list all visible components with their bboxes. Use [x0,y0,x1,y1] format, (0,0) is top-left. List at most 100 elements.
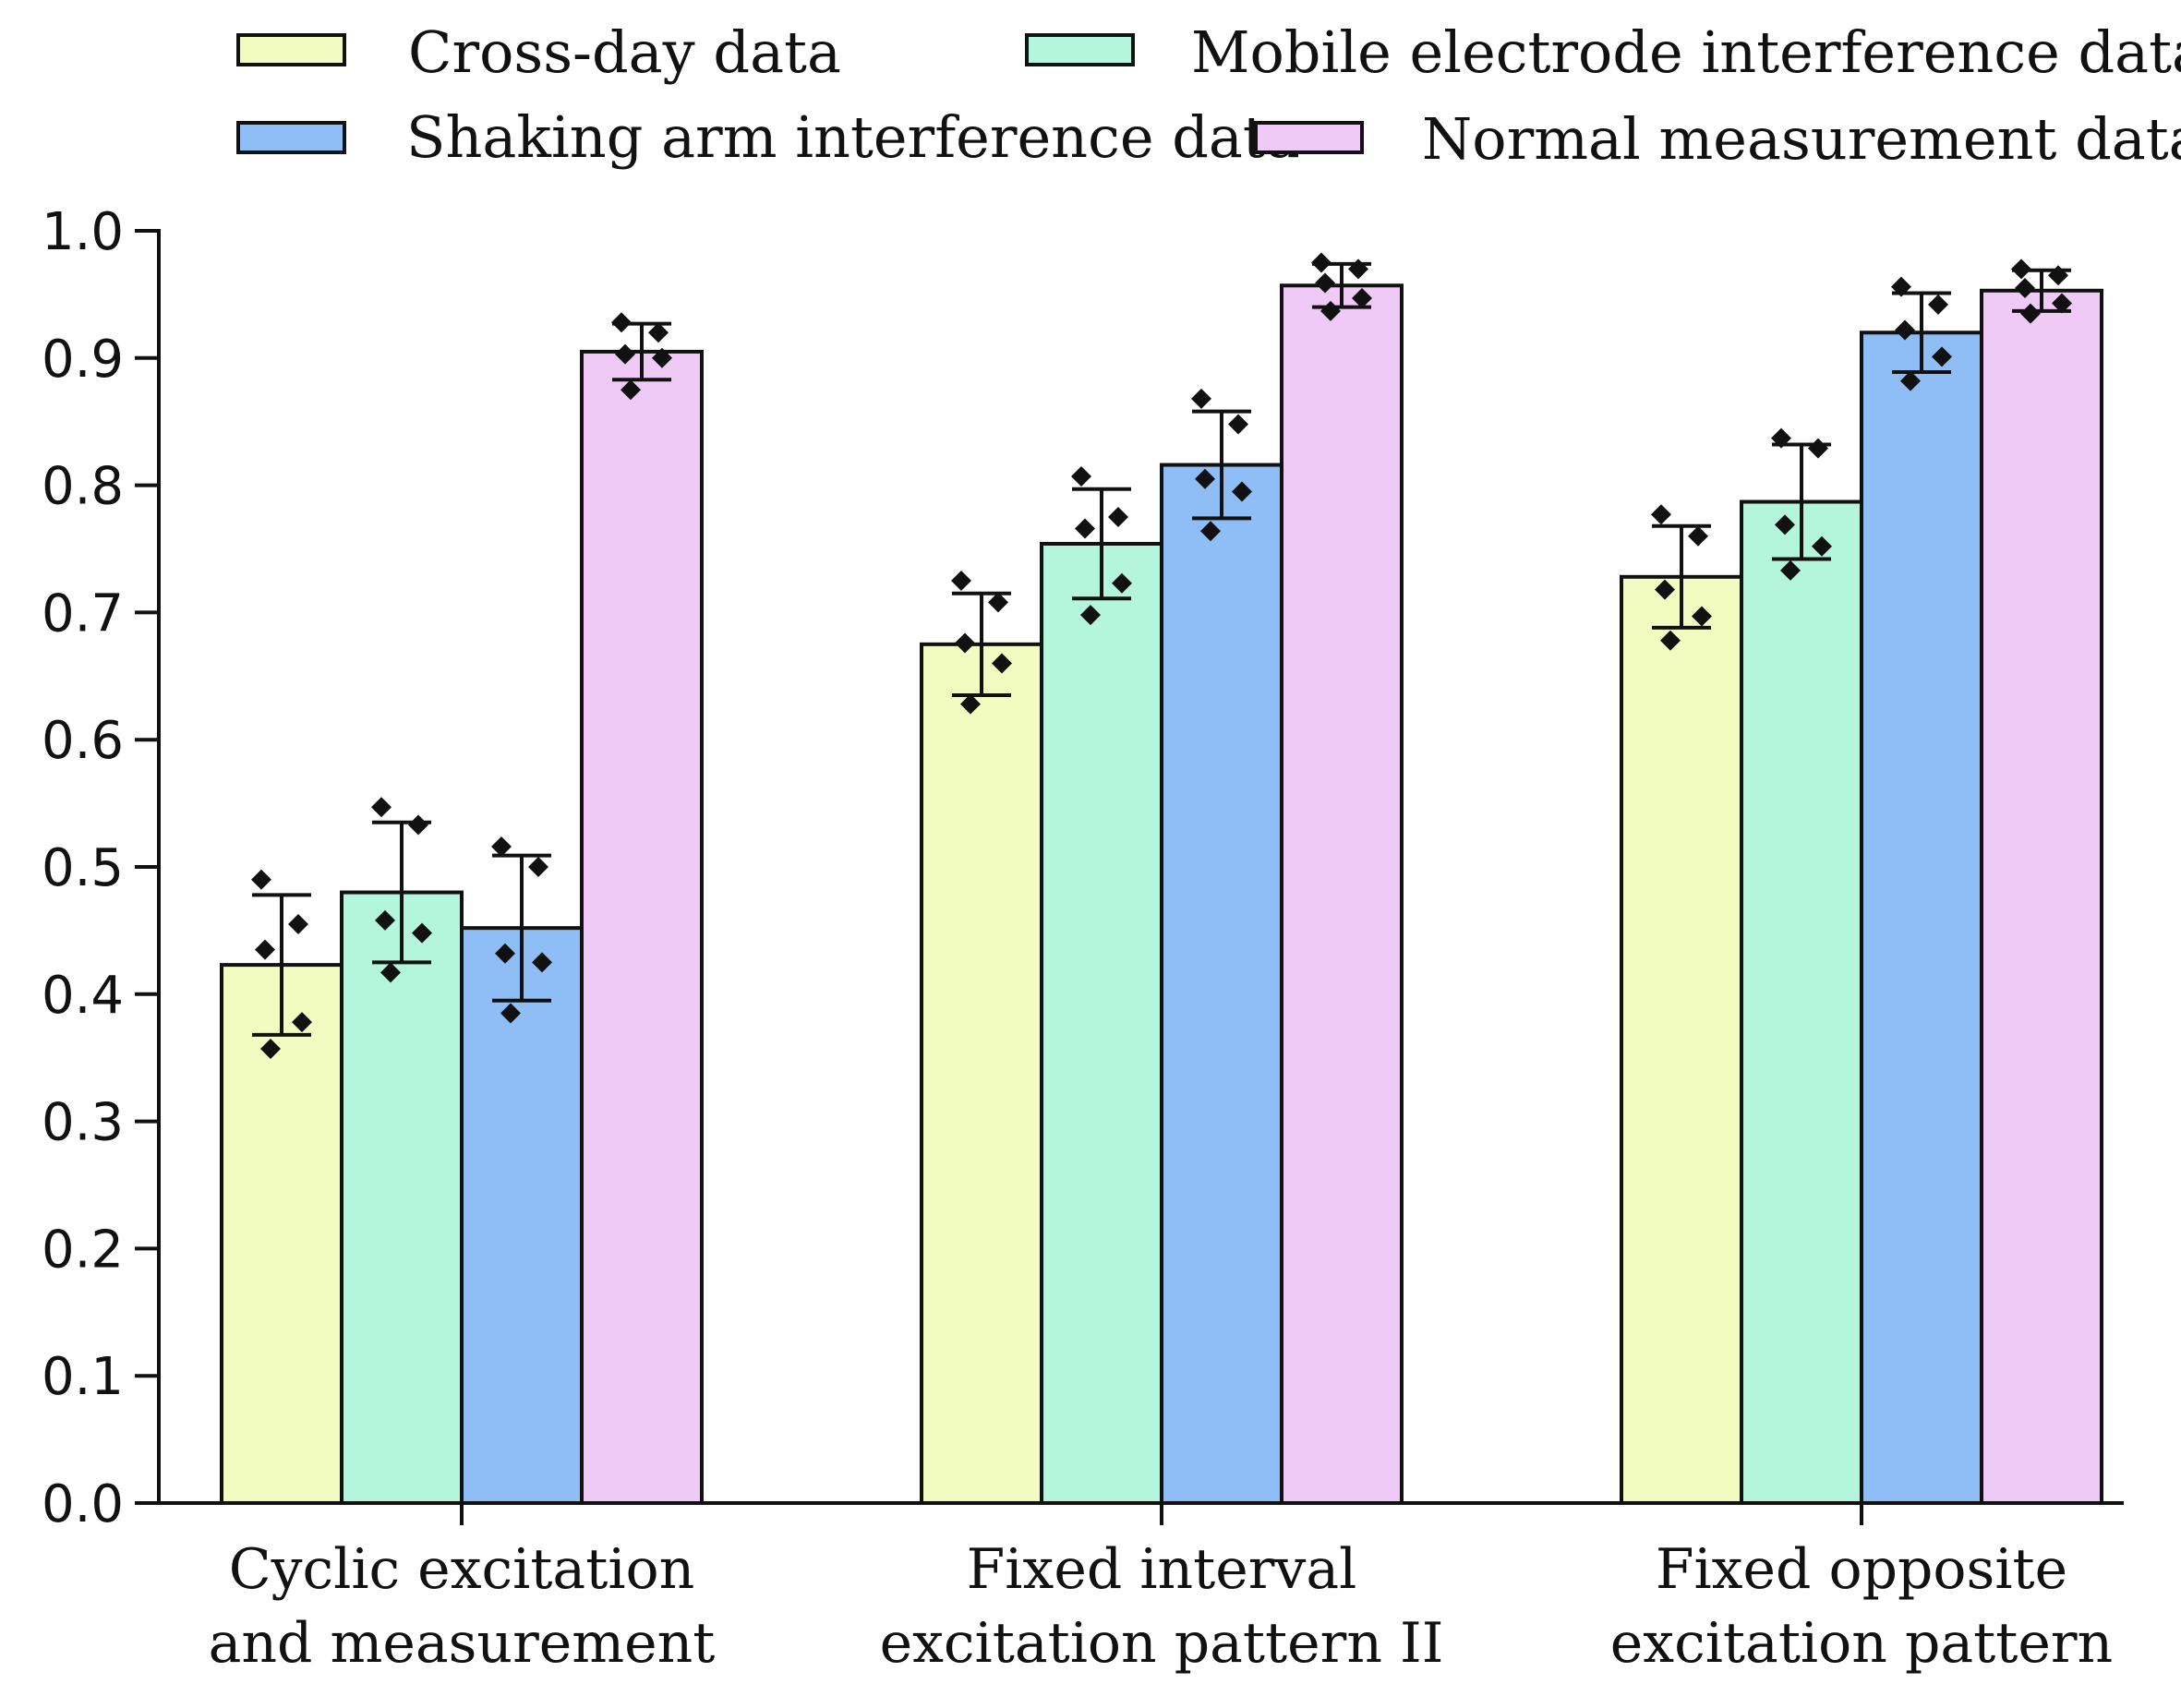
data-point-s1-c2-4 [992,653,1012,674]
bar-s2-c1 [340,890,464,1505]
bar-s1-c3 [1620,574,1743,1505]
y-tick-label-10: 1.0 [42,202,124,262]
data-point-s2-c3-4 [1812,535,1832,557]
legend-label-2: Mobile electrode interference data [1191,18,2181,86]
data-point-s1-c1-3 [255,939,275,960]
data-point-s1-c1-1 [251,869,271,890]
data-point-s4-c1-3 [615,343,635,365]
legend-label-1: Cross-day data [408,18,841,86]
y-tick-label-2: 0.2 [42,1220,124,1280]
data-point-s3-c1-4 [532,952,552,973]
data-point-s4-c2-5 [1320,300,1341,321]
data-point-s2-c3-1 [1771,427,1791,449]
data-point-s1-c3-2 [1688,525,1708,547]
legend-label-3: Shaking arm interference data [406,103,1300,171]
y-tick-label-9: 0.9 [42,330,124,390]
data-point-s3-c3-1 [1891,276,1911,297]
bar-s4-c1 [580,349,704,1505]
y-tick-label-6: 0.6 [42,711,124,771]
data-point-s3-c1-2 [528,857,548,877]
data-point-s3-c2-5 [1200,521,1221,542]
x-category-label-1-line-2: and measurement [209,1611,716,1676]
x-category-label-1-line-1: Cyclic excitation [229,1537,695,1602]
data-point-s1-c1-4 [292,1012,312,1033]
y-tick-label-5: 0.5 [42,838,124,898]
data-point-s3-c3-5 [1900,370,1921,391]
data-point-s4-c1-2 [648,322,669,343]
legend-swatch-4 [1254,121,1364,154]
bar-s3-c1 [460,926,584,1505]
data-point-s2-c1-4 [412,922,432,944]
legend-swatch-1 [236,33,346,66]
data-point-s4-c3-1 [2011,259,2031,280]
bar-s1-c2 [920,642,1043,1505]
data-point-s1-c2-2 [988,592,1008,613]
x-axis: Cyclic excitation and measurement Fixed in… [159,1501,2124,1676]
data-point-s2-c1-5 [380,962,401,983]
data-point-s1-c3-4 [1692,606,1712,627]
y-tick-label-7: 0.7 [42,583,124,644]
data-point-s2-c2-2 [1108,507,1128,528]
data-point-s1-c2-1 [951,570,971,591]
data-point-s3-c1-3 [495,943,515,964]
data-point-s3-c3-2 [1928,294,1948,315]
data-point-s2-c2-1 [1071,465,1091,487]
y-tick-label-8: 0.8 [42,457,124,517]
data-point-s4-c3-2 [2048,265,2068,286]
data-point-s4-c2-4 [1352,288,1372,309]
data-point-s1-c3-5 [1660,630,1681,651]
data-point-s1-c2-5 [960,693,981,715]
bars [220,252,2103,1505]
data-point-s3-c2-3 [1195,468,1215,489]
bar-s4-c2 [1280,283,1404,1505]
legend-label-4: Normal measurement data [1422,105,2181,173]
y-tick-label-0: 0.0 [42,1474,124,1534]
data-point-s2-c1-3 [375,909,395,931]
data-point-s1-c3-3 [1655,579,1675,600]
bar-s3-c3 [1860,331,1983,1505]
data-point-s4-c2-1 [1311,252,1331,273]
y-tick-label-1: 0.1 [42,1347,124,1407]
data-point-s3-c2-4 [1232,481,1252,502]
data-point-s4-c2-3 [1315,272,1335,294]
data-point-s2-c2-4 [1112,572,1132,594]
data-point-s4-c2-2 [1348,259,1368,280]
data-point-s2-c1-1 [371,797,392,818]
legend-swatch-2 [1025,33,1135,66]
data-point-s4-c1-1 [611,312,632,333]
data-point-s4-c3-3 [2015,278,2035,299]
y-tick-label-3: 0.3 [42,1093,124,1153]
x-category-label-3-line-2: excitation pattern [1610,1611,2113,1676]
y-tick-label-4: 0.4 [42,966,124,1026]
x-category-label-2-line-2: excitation pattern II [880,1611,1444,1676]
data-point-s2-c3-3 [1775,514,1795,535]
data-point-s1-c1-5 [260,1039,281,1060]
bar-s4-c3 [1980,288,2103,1505]
bar-s2-c2 [1040,541,1163,1505]
bar-s1-c1 [220,963,343,1505]
y-axis: 0.0 0.1 0.2 0.3 0.4 0.5 0.6 0.7 0.8 0.9 1.0 [42,202,161,1534]
data-point-s3-c2-1 [1191,388,1211,409]
data-point-s4-c3-4 [2052,293,2072,314]
data-point-s3-c3-3 [1895,319,1915,341]
data-point-s3-c1-5 [500,1003,521,1024]
data-point-s2-c2-5 [1080,605,1101,626]
x-category-label-2-line-1: Fixed interval [967,1537,1357,1602]
data-point-s2-c3-5 [1780,559,1801,581]
data-point-s4-c3-5 [2020,303,2041,324]
data-point-s3-c2-2 [1228,414,1248,435]
bar-s2-c3 [1740,499,1863,1505]
data-point-s3-c3-4 [1932,346,1952,367]
legend-swatch-3 [236,121,346,154]
data-point-s4-c1-5 [621,379,641,401]
data-point-s4-c1-4 [652,347,672,368]
legend: Cross-day data Mobile electrode interfere… [236,18,2181,173]
data-point-s1-c2-3 [955,632,975,654]
data-point-s3-c1-1 [491,836,512,857]
x-category-label-3-line-1: Fixed opposite [1656,1537,2067,1602]
data-point-s2-c3-2 [1808,438,1828,459]
data-point-s2-c1-2 [408,814,428,836]
bar-s3-c2 [1160,463,1283,1505]
data-point-s1-c3-1 [1651,504,1671,525]
